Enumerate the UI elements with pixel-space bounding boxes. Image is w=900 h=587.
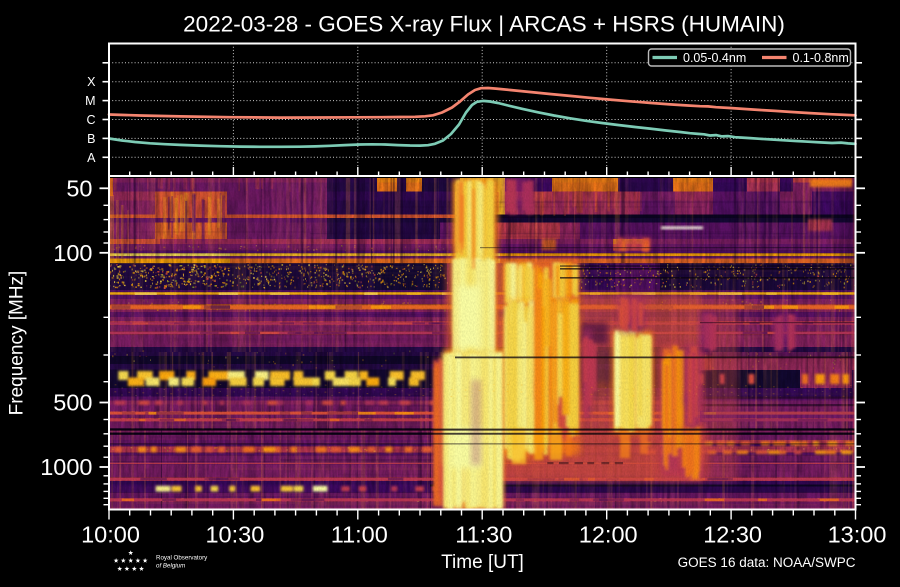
svg-text:13:00: 13:00 (828, 522, 887, 548)
svg-text:0.1-0.8nm: 0.1-0.8nm (793, 51, 849, 65)
svg-text:Time [UT]: Time [UT] (441, 552, 524, 573)
svg-text:C: C (86, 113, 95, 127)
svg-text:of Belgium: of Belgium (156, 563, 185, 570)
svg-text:Frequency [MHz]: Frequency [MHz] (7, 271, 28, 416)
svg-text:12:00: 12:00 (579, 522, 638, 548)
svg-text:11:30: 11:30 (455, 522, 512, 548)
svg-text:50: 50 (66, 175, 92, 201)
svg-text:1000: 1000 (40, 454, 92, 480)
svg-text:10:30: 10:30 (205, 522, 264, 548)
svg-text:500: 500 (53, 390, 92, 416)
svg-text:10:00: 10:00 (81, 522, 140, 548)
svg-text:B: B (87, 132, 95, 146)
svg-text:2022-03-28 - GOES X-ray Flux |: 2022-03-28 - GOES X-ray Flux | ARCAS + H… (183, 12, 785, 37)
svg-text:11:00: 11:00 (331, 522, 388, 548)
svg-text:A: A (87, 151, 96, 165)
svg-text:GOES 16 data: NOAA/SWPC: GOES 16 data: NOAA/SWPC (678, 555, 856, 570)
svg-text:12:30: 12:30 (703, 522, 762, 548)
svg-text:Royal Observatory: Royal Observatory (156, 555, 208, 562)
svg-text:M: M (85, 94, 95, 108)
svg-text:0.05-0.4nm: 0.05-0.4nm (683, 51, 746, 65)
svg-text:X: X (87, 75, 96, 89)
svg-text:100: 100 (53, 240, 92, 266)
